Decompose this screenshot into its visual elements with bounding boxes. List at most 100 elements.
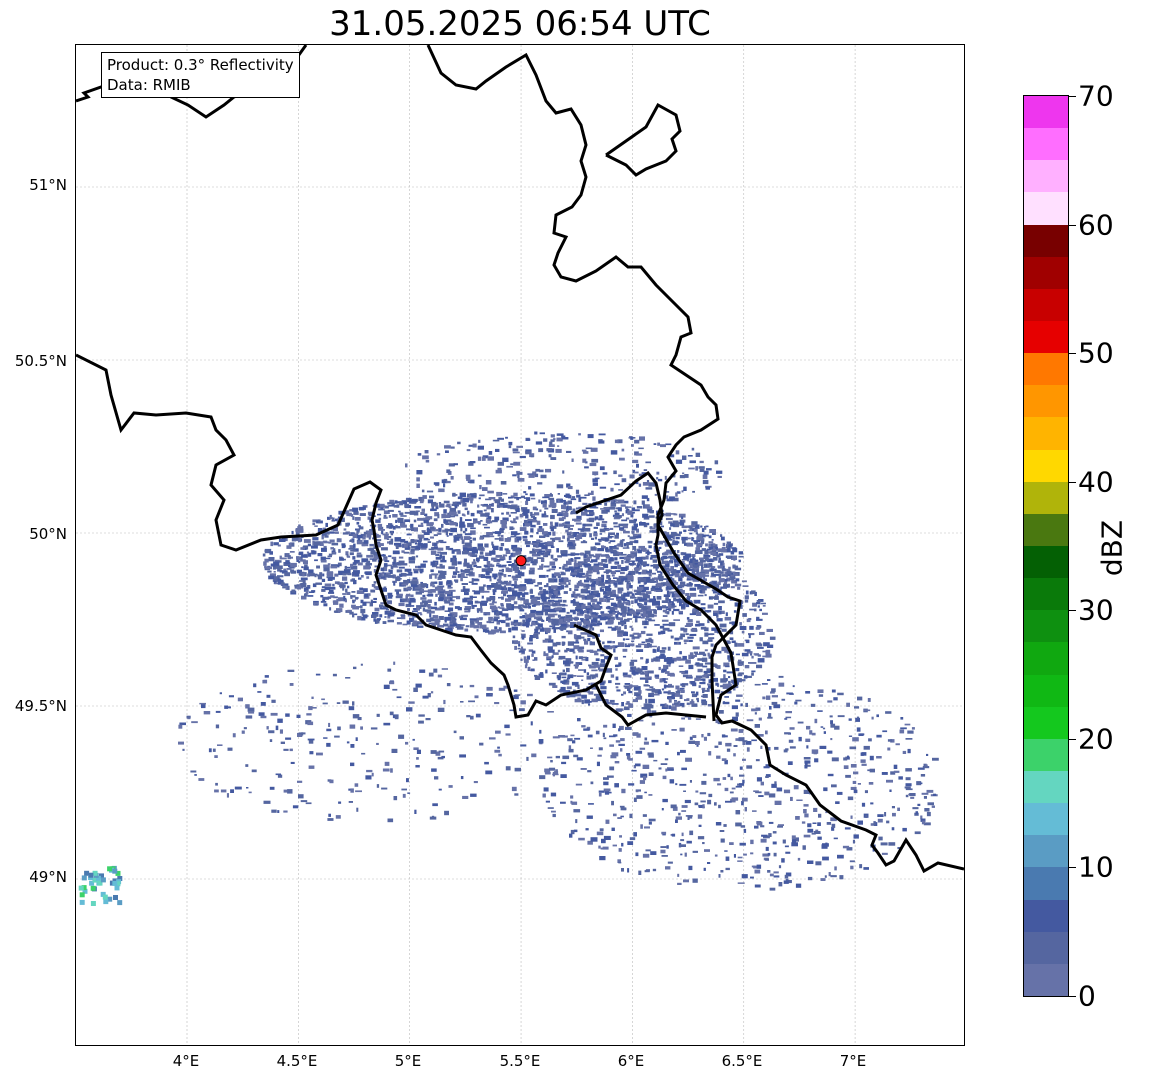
- echo-cell: [450, 446, 455, 449]
- echo-cell: [287, 557, 291, 559]
- echo-cell: [573, 829, 578, 833]
- echo-cell: [385, 532, 388, 534]
- echo-cell: [535, 610, 543, 614]
- echo-cell: [571, 569, 577, 572]
- echo-cell: [769, 636, 776, 640]
- echo-cell: [379, 614, 383, 618]
- echo-cell: [547, 807, 554, 809]
- echo-cell: [667, 561, 672, 564]
- echo-cell: [671, 593, 677, 598]
- echo-cell: [322, 527, 326, 530]
- echo-cell: [178, 741, 184, 745]
- echo-cell: [554, 537, 561, 541]
- echo-cell: [538, 673, 544, 678]
- echo-cell: [624, 624, 627, 630]
- echo-cell: [673, 580, 677, 583]
- echo-cell: [703, 554, 711, 558]
- echo-cell: [595, 695, 602, 700]
- echo-cell: [777, 824, 784, 826]
- echo-cell: [613, 734, 618, 737]
- echo-cell: [684, 799, 691, 804]
- echo-cell: [566, 611, 570, 614]
- echo-cell: [891, 827, 895, 831]
- echo-cell: [351, 591, 356, 593]
- echo-cell: [614, 625, 619, 630]
- echo-cell: [578, 506, 585, 510]
- echo-cell: [647, 688, 653, 691]
- echo-cell: [701, 734, 704, 738]
- echo-cell: [674, 561, 677, 565]
- echo-cell: [683, 629, 688, 633]
- echo-cell: [680, 552, 684, 555]
- radar-map[interactable]: Product: 0.3° Reflectivity Data: RMIB: [75, 44, 965, 1046]
- echo-cell: [615, 740, 621, 743]
- echo-cell: [273, 561, 280, 566]
- echo-cell: [500, 604, 504, 607]
- echo-cell: [311, 696, 314, 699]
- echo-cell: [520, 744, 527, 747]
- echo-cell: [690, 628, 696, 632]
- echo-cell: [687, 636, 694, 639]
- echo-cell: [546, 569, 551, 572]
- echo-cell: [720, 571, 724, 574]
- echo-cell: [627, 555, 632, 558]
- echo-cell: [704, 557, 709, 562]
- echo-cell: [848, 718, 852, 721]
- echo-cell: [517, 593, 524, 596]
- echo-cell: [620, 504, 626, 507]
- echo-cell: [660, 731, 664, 735]
- echo-cell: [739, 774, 745, 777]
- echo-cell: [662, 623, 670, 626]
- echo-cell: [424, 513, 428, 516]
- echo-cell: [604, 585, 611, 589]
- echo-cell: [411, 527, 416, 532]
- echo-cell: [587, 434, 594, 439]
- echo-cell: [471, 561, 477, 565]
- echo-cell: [492, 439, 500, 442]
- echo-cell: [300, 800, 308, 803]
- echo-cell: [606, 598, 610, 603]
- echo-cell: [661, 531, 667, 535]
- echo-cell: [501, 523, 507, 527]
- echo-cell: [549, 492, 552, 496]
- echo-cell: [729, 842, 734, 845]
- echo-cell: [462, 795, 469, 799]
- echo-cell: [397, 517, 402, 522]
- echo-cell: [522, 535, 528, 539]
- echo-cell: [721, 628, 727, 632]
- echo-cell: [208, 748, 212, 753]
- echo-cell: [460, 701, 464, 703]
- echo-cell: [803, 834, 811, 838]
- echo-cell: [547, 756, 553, 759]
- echo-cell: [530, 515, 535, 518]
- echo-cell: [695, 653, 700, 655]
- echo-cell: [691, 554, 696, 557]
- echo-cell: [877, 814, 884, 817]
- echo-cell: [613, 470, 617, 475]
- echo-cell: [585, 590, 591, 594]
- echo-cell: [528, 602, 532, 606]
- echo-cell: [687, 815, 693, 819]
- echo-cell: [311, 545, 318, 549]
- echo-cell: [376, 534, 381, 538]
- echo-cell: [390, 531, 394, 536]
- echo-cell: [301, 595, 307, 600]
- echo-cell: [366, 769, 373, 773]
- echo-cell: [744, 599, 749, 603]
- echo-cell: [268, 575, 274, 580]
- echo-cell: [566, 537, 570, 542]
- border-france-luxembourg-germany: [594, 684, 707, 727]
- echo-cell: [215, 724, 220, 729]
- echo-cell: [523, 491, 527, 494]
- echo-cell: [887, 739, 893, 742]
- echo-cell: [853, 789, 858, 794]
- echo-cell: [658, 666, 661, 671]
- echo-cell: [542, 590, 549, 595]
- echo-cell: [577, 718, 581, 722]
- echo-cell: [505, 733, 511, 736]
- echo-cell: [467, 522, 474, 528]
- echo-cell: [681, 539, 686, 544]
- echo-cell: [584, 614, 590, 619]
- echo-cell: [279, 729, 283, 734]
- lat-label: 50°N: [29, 525, 67, 543]
